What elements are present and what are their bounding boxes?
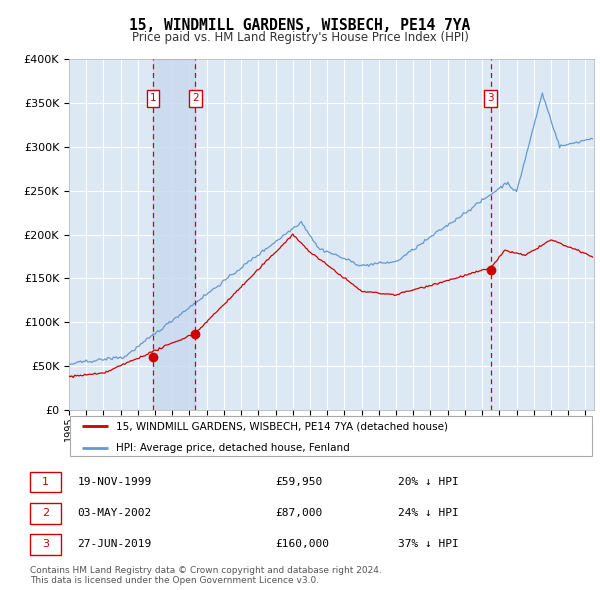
Text: 15, WINDMILL GARDENS, WISBECH, PE14 7YA: 15, WINDMILL GARDENS, WISBECH, PE14 7YA [130, 18, 470, 32]
Text: 03-MAY-2002: 03-MAY-2002 [77, 508, 152, 518]
FancyBboxPatch shape [30, 534, 61, 555]
Text: 15, WINDMILL GARDENS, WISBECH, PE14 7YA (detached house): 15, WINDMILL GARDENS, WISBECH, PE14 7YA … [116, 421, 448, 431]
Text: 37% ↓ HPI: 37% ↓ HPI [398, 539, 459, 549]
Text: 1: 1 [42, 477, 49, 487]
Text: 27-JUN-2019: 27-JUN-2019 [77, 539, 152, 549]
Text: £59,950: £59,950 [275, 477, 323, 487]
Text: 24% ↓ HPI: 24% ↓ HPI [398, 508, 459, 518]
Text: 3: 3 [487, 93, 494, 103]
Text: 20% ↓ HPI: 20% ↓ HPI [398, 477, 459, 487]
Text: £87,000: £87,000 [275, 508, 323, 518]
Text: HPI: Average price, detached house, Fenland: HPI: Average price, detached house, Fenl… [116, 443, 350, 453]
Text: £160,000: £160,000 [275, 539, 329, 549]
FancyBboxPatch shape [30, 471, 61, 493]
Text: 2: 2 [42, 508, 49, 518]
Text: 19-NOV-1999: 19-NOV-1999 [77, 477, 152, 487]
Text: 3: 3 [42, 539, 49, 549]
Text: 2: 2 [192, 93, 199, 103]
Bar [153, 59, 195, 410]
Text: 1: 1 [149, 93, 157, 103]
Text: Price paid vs. HM Land Registry's House Price Index (HPI): Price paid vs. HM Land Registry's House … [131, 31, 469, 44]
FancyBboxPatch shape [70, 415, 592, 457]
Text: Contains HM Land Registry data © Crown copyright and database right 2024.
This d: Contains HM Land Registry data © Crown c… [30, 566, 382, 585]
FancyBboxPatch shape [30, 503, 61, 523]
